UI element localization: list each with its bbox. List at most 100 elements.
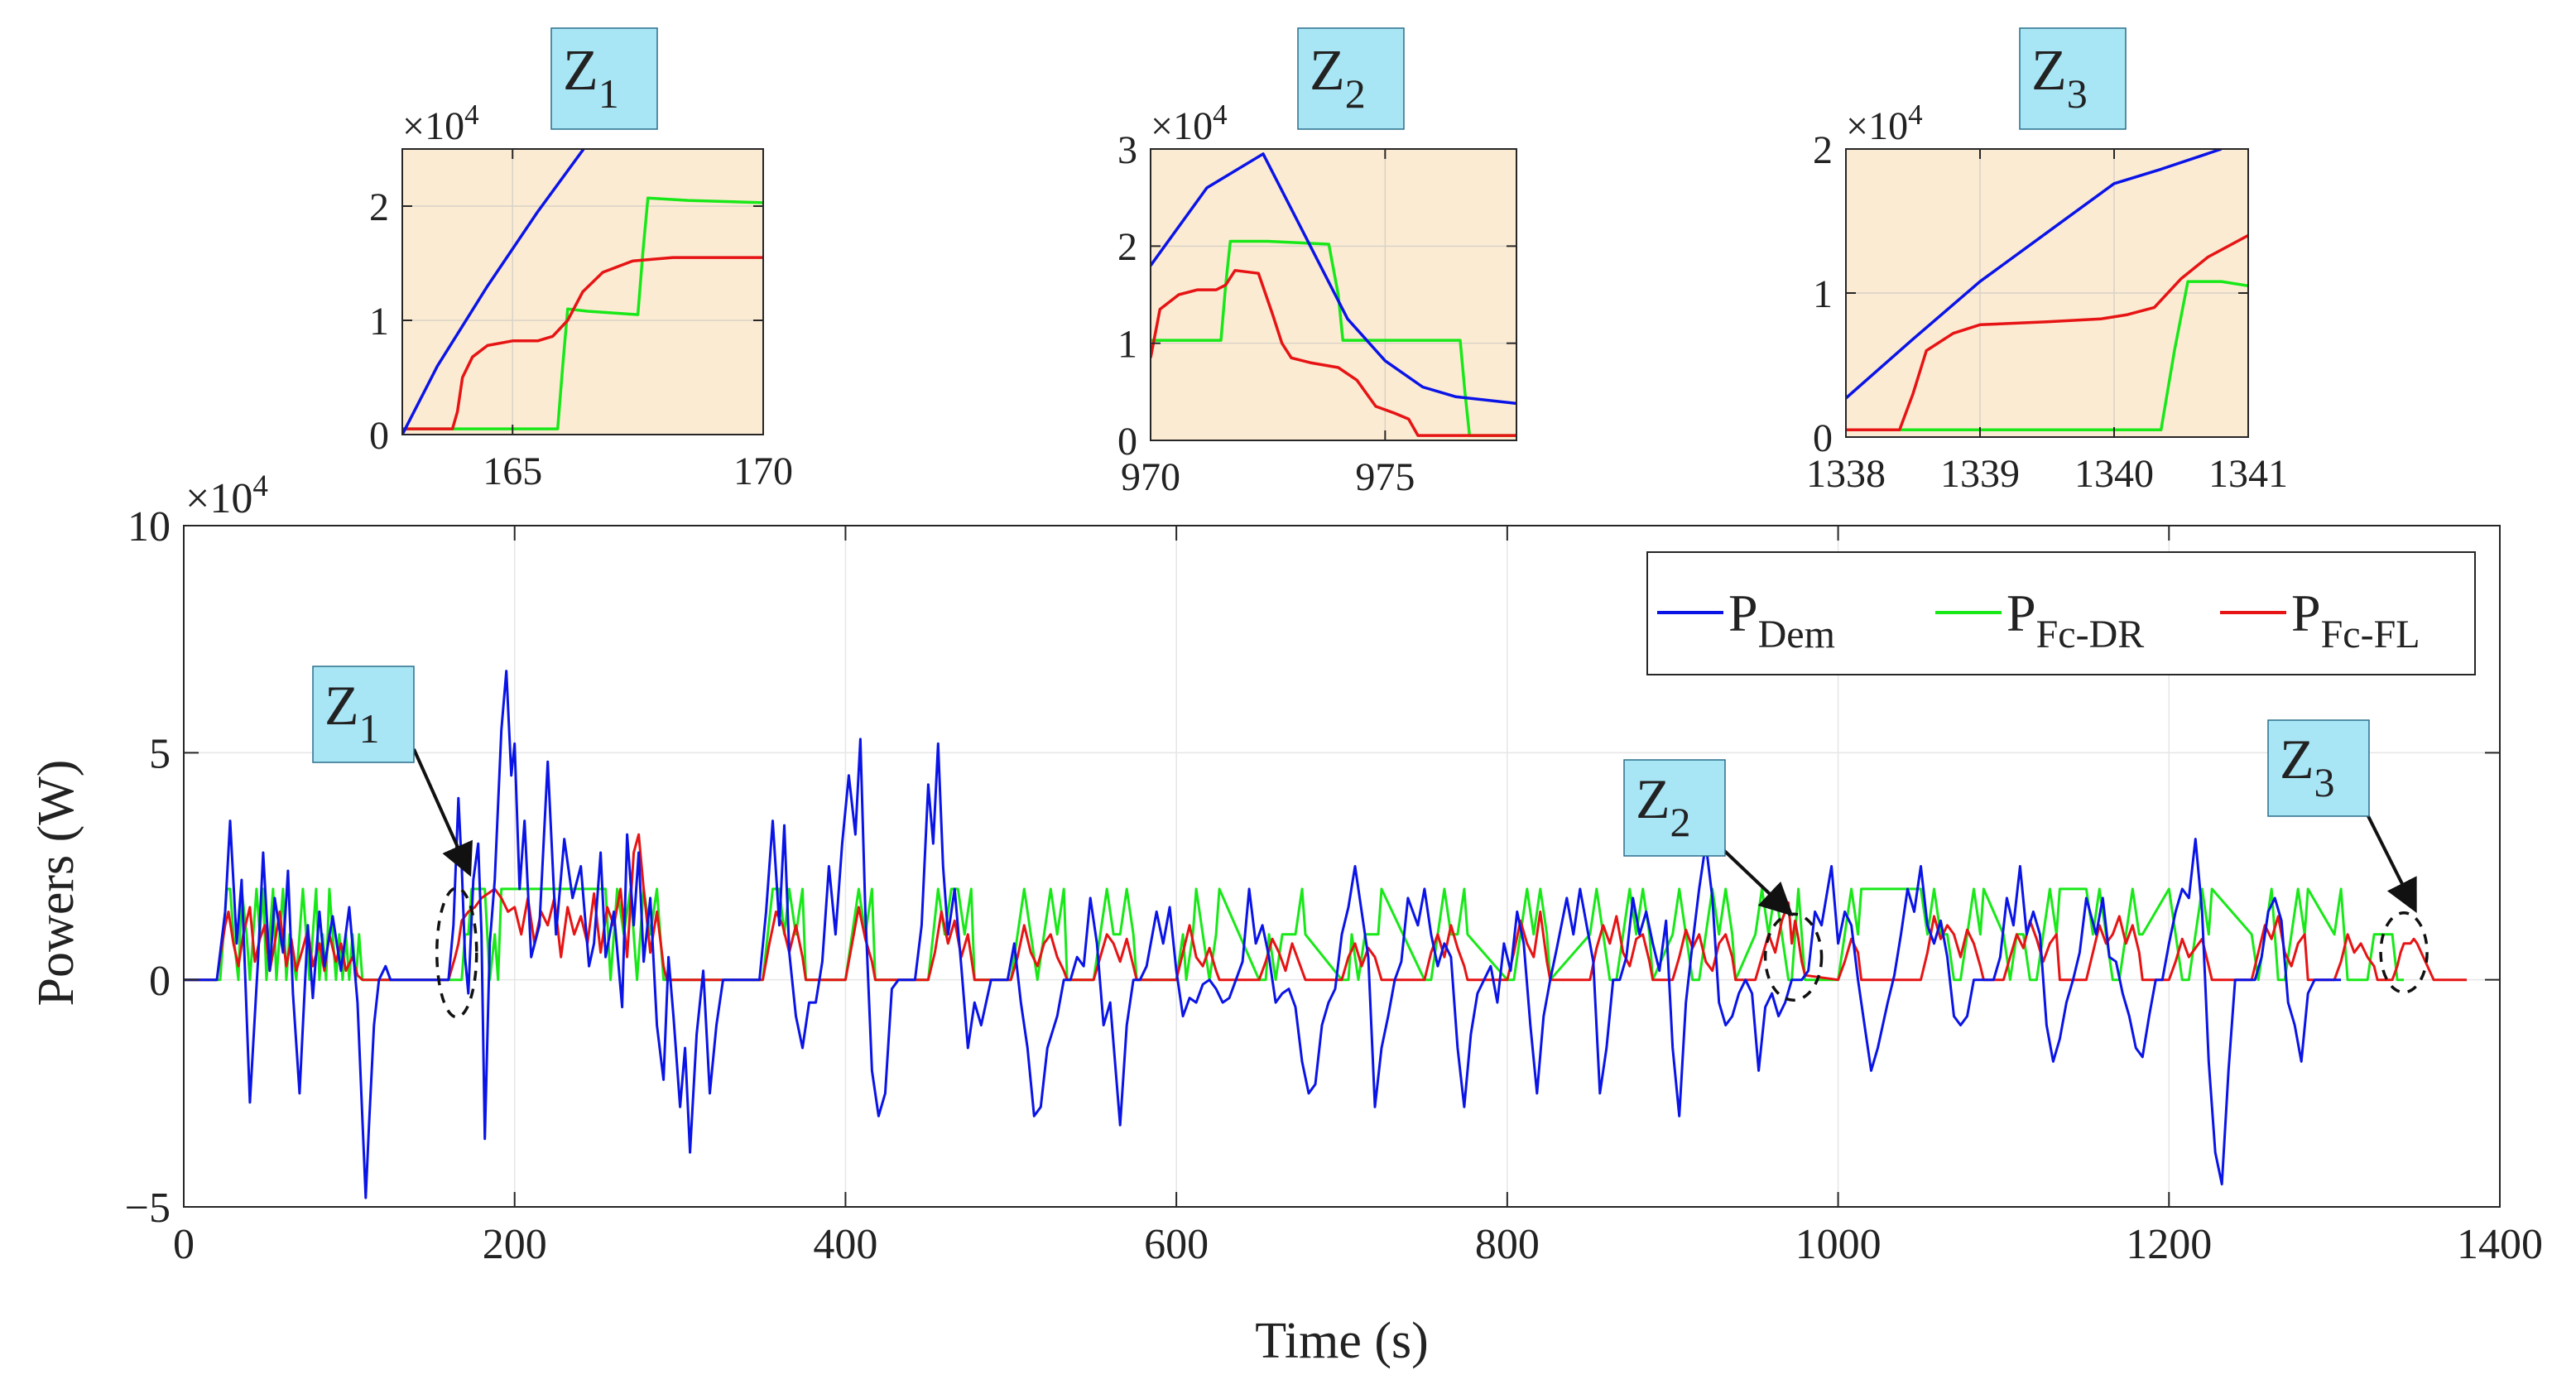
zoom-label-box-2 [1623, 759, 1726, 857]
inset3-axes: 1338 1339 1340 1341 0 1 2 ×104 Z3 [1806, 27, 2288, 496]
inset3-xtick-label: 1341 [2208, 452, 2288, 496]
inset1-series-group [402, 149, 763, 435]
zoom-arrow-1 [412, 748, 473, 877]
inset3-title: Z3 [2031, 39, 2088, 117]
inset1-xtick-label: 170 [733, 449, 793, 493]
main-ytick-label: 10 [127, 503, 171, 550]
legend-label-dem-main: P [1728, 584, 1758, 642]
inset3-ytick-label: 0 [1813, 416, 1833, 460]
main-xtick-label: 600 [1144, 1221, 1209, 1268]
zoom-arrow-3 [2362, 807, 2417, 914]
inset2-series-group [1151, 152, 1516, 437]
inset3-title-main: Z [2031, 39, 2067, 103]
inset1-title: Z1 [563, 39, 619, 117]
inset2-title: Z2 [1310, 39, 1366, 117]
main-series-fcfl [184, 833, 2467, 982]
legend-label-fcdr-main: P [2006, 584, 2036, 642]
main-xtick-label: 800 [1475, 1221, 1540, 1268]
main-ytick-label: −5 [125, 1185, 171, 1232]
inset3-multiplier-exp: 4 [1908, 99, 1923, 131]
inset2-ytick-label: 3 [1117, 128, 1137, 172]
inset2-xtick-label: 975 [1355, 455, 1415, 499]
main-xtick-label: 0 [173, 1221, 195, 1268]
inset3-series-fcdr [1846, 280, 2248, 432]
legend-label-fcdr-sub: Fc-DR [2036, 613, 2145, 656]
inset2-title-main: Z [1310, 39, 1345, 103]
inset2-title-sub: 2 [1345, 70, 1366, 117]
legend-label-fcdr: PFc-DR [2006, 584, 2144, 656]
inset2-series-fcdr [1151, 239, 1516, 437]
main-xtick-label: 1000 [1795, 1221, 1882, 1268]
inset1-ytick-label: 1 [369, 300, 389, 344]
legend-label-fcfl-sub: Fc-FL [2321, 613, 2420, 656]
inset1-series-dem [402, 149, 586, 435]
zoom-arrow-2 [1716, 843, 1794, 916]
inset1-series-fcdr [402, 196, 763, 430]
inset1-ytick-label: 0 [369, 414, 389, 458]
inset1-multiplier-base: ×10 [402, 104, 464, 148]
legend-box [1646, 551, 2476, 675]
inset3-multiplier-base: ×10 [1846, 104, 1908, 148]
inset2-ytick-label: 0 [1117, 420, 1137, 464]
inset2-multiplier-base: ×10 [1151, 104, 1213, 148]
inset1-multiplier-exp: 4 [464, 99, 479, 131]
zoom-ellipse-1 [435, 886, 478, 1019]
main-multiplier-exp: 4 [252, 469, 268, 503]
zoom-label-2: Z2 [1636, 767, 1691, 845]
zoom-label-3-sub: 3 [2314, 759, 2335, 805]
inset2-series-dem [1151, 152, 1516, 406]
inset1-ytick-label: 2 [369, 185, 389, 229]
inset2-title-box [1297, 27, 1405, 130]
inset2-multiplier-exp: 4 [1213, 99, 1228, 131]
zoom-label-2-sub: 2 [1670, 799, 1691, 845]
inset2-ytick-label: 1 [1117, 322, 1137, 366]
inset3-series-group [1846, 149, 2248, 432]
inset1-multiplier: ×104 [402, 99, 479, 148]
inset1-series-fcfl [402, 256, 763, 430]
zoom-label-2-main: Z [1636, 767, 1670, 830]
inset1-frame [401, 148, 764, 435]
y-axis-label: Powers (W) [28, 760, 84, 1007]
inset3-series-fcfl [1846, 233, 2248, 432]
inset3-multiplier: ×104 [1846, 99, 1923, 148]
legend-label-fcfl-main: P [2291, 584, 2321, 642]
inset3-series-dem [1846, 149, 2223, 400]
zoom-ellipse-2 [1763, 912, 1824, 1002]
main-series-group [184, 670, 2467, 1199]
inset2-ytick-label: 2 [1117, 225, 1137, 269]
inset2-plot-area [1151, 149, 1516, 440]
inset2-xtick-label: 970 [1121, 455, 1180, 499]
inset3-xtick-label: 1338 [1806, 452, 1886, 496]
main-multiplier: ×104 [185, 469, 268, 522]
main-series-dem [184, 670, 2342, 1199]
zoom-label-1: Z1 [324, 674, 380, 752]
inset3-ytick-label: 2 [1813, 128, 1833, 172]
inset1-title-main: Z [563, 39, 598, 103]
zoom-label-1-main: Z [324, 674, 359, 737]
legend: PDem PFc-DR PFc-FL [1646, 551, 2476, 675]
zoom-label-3-main: Z [2280, 728, 2314, 791]
main-xtick-label: 200 [483, 1221, 547, 1268]
x-axis-label: Time (s) [1255, 1313, 1429, 1369]
main-ytick-label: 0 [149, 958, 171, 1005]
legend-label-dem: PDem [1728, 584, 1835, 656]
zoom-label-box-1 [312, 666, 415, 763]
zoom-label-3: Z3 [2280, 728, 2335, 805]
inset3-title-box [2019, 27, 2127, 130]
inset3-title-sub: 3 [2067, 70, 2088, 117]
zoom-label-box-3 [2267, 719, 2370, 817]
inset2-series-fcfl [1151, 268, 1516, 437]
inset1-title-sub: 1 [598, 70, 619, 117]
inset1-xtick-label: 165 [483, 449, 542, 493]
main-multiplier-base: ×10 [185, 475, 252, 522]
main-xtick-label: 1200 [2126, 1221, 2212, 1268]
main-xtick-label: 400 [813, 1221, 877, 1268]
main-ytick-label: 5 [149, 731, 171, 778]
inset2-multiplier: ×104 [1151, 99, 1228, 148]
main-xtick-label: 1400 [2457, 1221, 2543, 1268]
main-frame [183, 525, 2501, 1208]
zoom-label-1-sub: 1 [359, 705, 380, 752]
